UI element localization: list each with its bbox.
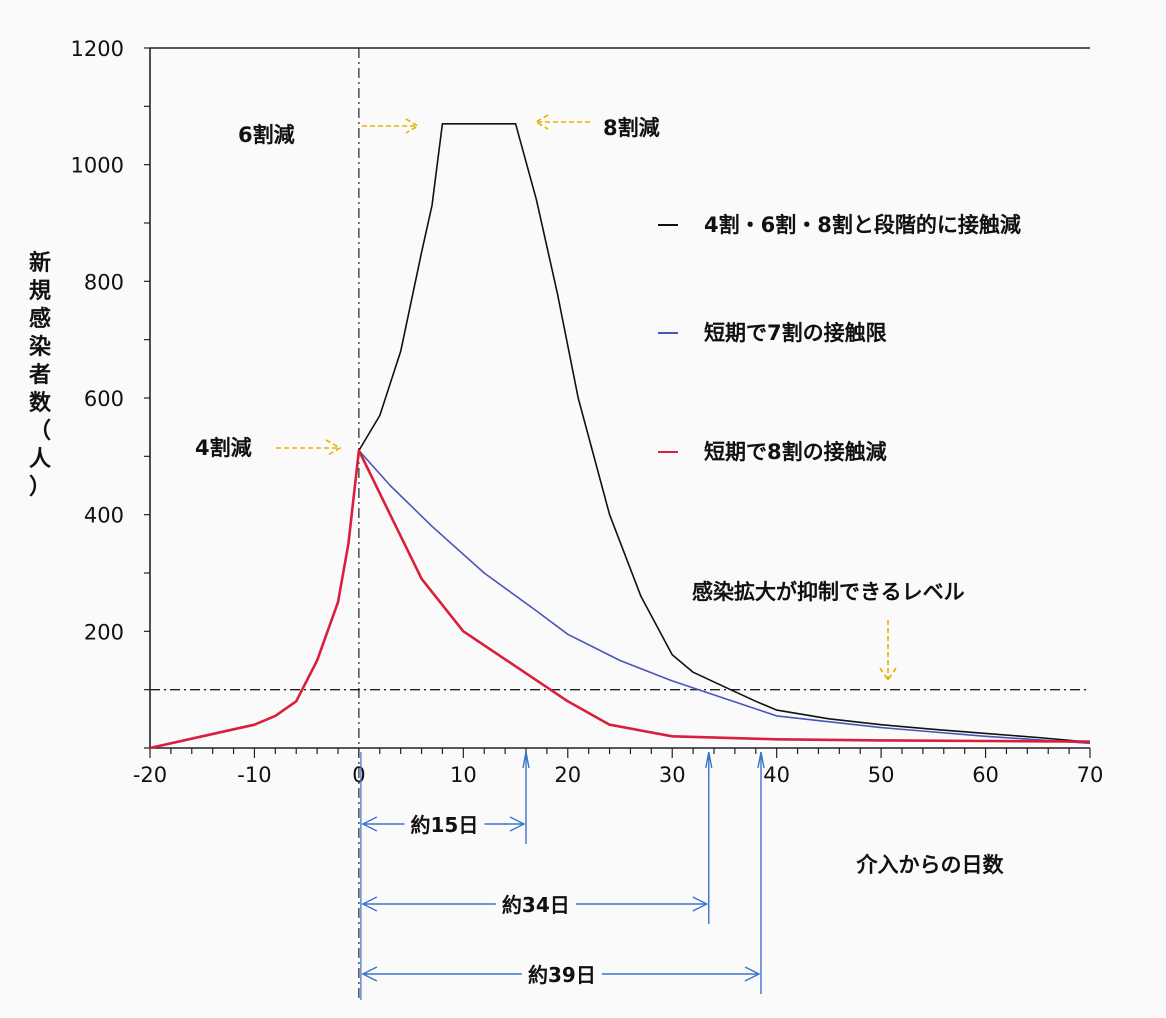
y-tick-label: 800 [84, 270, 124, 294]
x-tick-label: 10 [450, 763, 477, 787]
span-arrowhead-left-3 [361, 966, 378, 982]
y-tick-label: 1200 [71, 37, 124, 61]
span-label-bg-3 [521, 958, 602, 986]
span-label-bg-1 [404, 808, 485, 836]
arrow-threshold [879, 620, 897, 682]
span-label-1: 約15日 [411, 813, 479, 837]
legend-label-3: 短期で8割の接触減 [704, 440, 887, 464]
series-line-3 [149, 449, 1091, 750]
x-tick-label: 60 [972, 763, 999, 787]
span-label-2: 約34日 [502, 893, 570, 917]
span-label-bg-2 [495, 888, 576, 916]
threshold-label: 感染拡大が抑制できるレベル [692, 580, 965, 604]
y-tick-label: 400 [84, 504, 124, 528]
span-arrowhead-right-3 [744, 966, 761, 982]
x-tick-label: 30 [659, 763, 686, 787]
y-axis-label: 新規感染者数（人） [28, 250, 52, 500]
x-tick-label: 40 [763, 763, 790, 787]
span-label-3: 約39日 [528, 963, 596, 987]
annotation-4wari: 4割減 [195, 436, 252, 460]
arrow-8wari [534, 114, 590, 130]
x-tick-label: -10 [237, 763, 271, 787]
x-axis-label: 介入からの日数 [856, 853, 1005, 877]
series-lines [149, 123, 1091, 750]
legend-label-2: 短期で7割の接触限 [704, 321, 887, 345]
span-up-arrow-1 [522, 751, 530, 769]
annotation-6wari: 6割減 [238, 123, 295, 147]
series-line-2 [358, 449, 1091, 745]
y-tick-label: 600 [84, 387, 124, 411]
x-tick-label: -20 [133, 763, 167, 787]
y-tick-label: 200 [84, 620, 124, 644]
span-arrowhead-right-1 [509, 816, 526, 832]
span-arrowhead-right-2 [692, 896, 709, 912]
x-tick-label: 50 [868, 763, 895, 787]
arrow-6wari [362, 118, 420, 134]
y-tick-label: 1000 [71, 154, 124, 178]
annotation-8wari: 8割減 [603, 116, 660, 140]
span-arrowhead-left-2 [361, 896, 378, 912]
legend-label-1: 4割・6割・8割と段階的に接触減 [704, 213, 1021, 237]
span-up-arrow-2 [705, 751, 713, 769]
axes: -20 -10 0 10 20 30 40 50 60 702004006008001000120… [28, 37, 1103, 1000]
x-tick-label: 20 [554, 763, 581, 787]
series-line-1 [358, 123, 1091, 743]
span-arrowhead-left-1 [361, 816, 378, 832]
x-tick-label: 70 [1077, 763, 1104, 787]
span-up-arrow-3 [757, 751, 765, 769]
arrow-4wari [276, 439, 342, 457]
